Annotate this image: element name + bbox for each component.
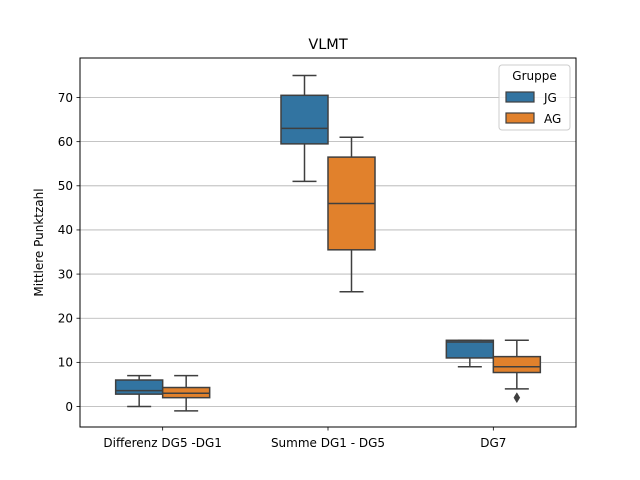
box-body: [445, 339, 495, 359]
legend-label: AG: [544, 112, 561, 126]
x-tick-label: DG7: [480, 436, 506, 450]
box-body: [280, 94, 329, 145]
y-tick-label: 40: [58, 223, 73, 237]
box-AG-0: [161, 374, 211, 412]
box-JG-1: [280, 74, 329, 183]
y-axis-label: Mittlere Punktzahl: [32, 188, 46, 296]
y-tick-label: 10: [58, 356, 73, 370]
y-axis: 0 10 20 30 40 50 60 70: [58, 91, 80, 414]
legend: Gruppe JG AG: [498, 64, 571, 131]
box-AG-2: [492, 339, 542, 404]
box-AG-1: [327, 136, 376, 293]
legend-swatch: [505, 91, 535, 103]
legend-label: JG: [543, 91, 557, 105]
x-tick-label: Summe DG1 - DG5: [271, 436, 385, 450]
y-tick-label: 30: [58, 267, 73, 281]
box-body: [492, 355, 542, 374]
legend-swatch: [505, 112, 535, 124]
box-JG-0: [114, 374, 164, 408]
y-tick-label: 70: [58, 91, 73, 105]
boxes: [114, 74, 542, 412]
y-tick-label: 50: [58, 179, 73, 193]
y-tick-label: 0: [65, 400, 73, 414]
y-tick-label: 60: [58, 135, 73, 149]
y-tick-label: 20: [58, 312, 73, 326]
legend-title: Gruppe: [512, 69, 556, 83]
box-body: [114, 379, 164, 395]
box-JG-2: [445, 339, 495, 368]
x-axis: Differenz DG5 -DG1 Summe DG1 - DG5 DG7: [103, 427, 506, 450]
chart-title: VLMT: [308, 37, 348, 53]
x-tick-label: Differenz DG5 -DG1: [103, 436, 222, 450]
outlier-point: [513, 392, 521, 404]
